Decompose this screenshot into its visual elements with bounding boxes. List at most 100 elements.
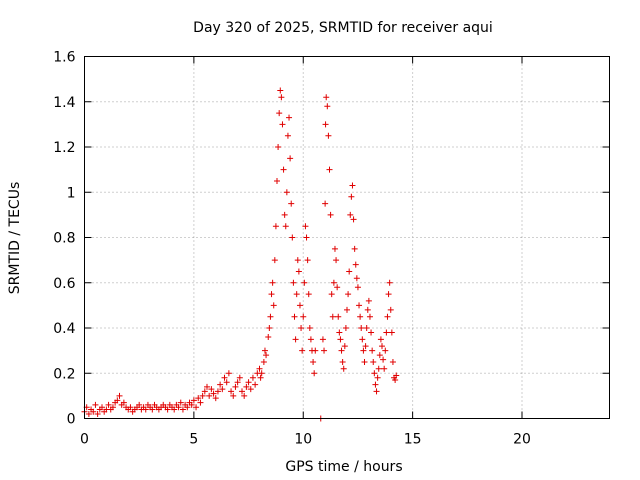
data-point [177,399,184,406]
data-point [142,406,149,413]
data-point [352,261,359,268]
data-point [353,275,360,282]
y-tick-label: 0.8 [53,231,75,247]
data-point [347,211,354,218]
data-point [369,347,376,354]
data-point [319,336,326,343]
data-point [372,381,379,388]
data-point [333,257,340,264]
data-point [256,365,263,372]
data-point [270,302,277,309]
data-point [94,410,101,417]
x-tick-label: 15 [404,432,422,448]
data-point [249,374,256,381]
x-tick-label: 10 [294,432,312,448]
data-point [382,347,389,354]
data-point [356,302,363,309]
data-point [328,291,335,298]
data-point [373,388,380,395]
data-point [223,379,230,386]
data-point [245,379,252,386]
y-tick-label: 1.2 [53,140,75,156]
data-point [375,365,382,372]
data-point [299,347,306,354]
data-point [335,313,342,320]
data-point [219,386,226,393]
data-point [300,313,307,320]
data-point [290,279,297,286]
data-point [267,313,274,320]
data-point [171,406,178,413]
data-point [247,386,254,393]
data-point [283,189,290,196]
data-point [230,392,237,399]
data-point [374,374,381,381]
data-point [271,257,278,264]
data-point [120,399,127,406]
data-point [301,279,308,286]
gridlines [84,56,610,419]
data-point [274,177,280,184]
data-point [329,313,336,320]
data-point [282,223,289,230]
data-point [289,234,296,241]
data-point [365,297,372,304]
data-point [239,388,245,395]
y-tick-label: 0 [67,412,76,428]
data-point [389,358,396,365]
data-point [201,388,208,395]
data-point [380,356,387,363]
data-point [292,336,299,343]
data-point [164,406,171,413]
data-point [291,313,298,320]
y-tick-label: 0.2 [53,366,75,382]
data-point [339,358,346,365]
data-point [386,279,393,286]
data-point [136,401,143,408]
data-point [341,343,348,350]
data-point [92,401,99,408]
data-point [384,313,391,320]
y-axis-label: SRMTID / TECUs [7,182,23,295]
data-points [81,87,400,422]
data-point [312,347,319,354]
data-point [334,284,341,291]
data-point [360,347,367,354]
data-point [381,365,388,372]
data-point [266,325,273,331]
data-point [336,329,343,336]
data-point [321,347,328,354]
data-point [331,245,338,252]
data-point [243,383,250,390]
data-point [383,329,390,336]
data-point [232,383,239,390]
data-point [272,223,279,230]
data-point [184,404,191,411]
x-axis-label: GPS time / hours [285,459,402,475]
y-tick-label: 0.4 [53,321,75,337]
axis-ticks: 0 0.2 0.4 0.6 0.8 1 1.2 1.4 1.6 0 5 10 15 20 [53,50,610,448]
plot-frame [84,56,610,419]
data-point [149,406,156,413]
data-point [354,284,361,291]
data-point [85,410,92,417]
data-point [228,388,235,395]
data-point [361,358,368,365]
data-point [322,200,329,207]
data-point [322,121,329,128]
data-point [346,268,353,275]
data-point [348,193,355,200]
data-point [296,302,303,309]
data-point [366,313,373,320]
data-point [265,334,272,341]
data-point [349,182,356,189]
data-point [388,329,395,336]
data-point [276,110,283,117]
data-point [279,121,286,128]
data-point [363,325,370,331]
data-point [212,395,219,402]
data-point [268,291,275,298]
data-point [286,114,293,121]
data-point [260,358,267,365]
